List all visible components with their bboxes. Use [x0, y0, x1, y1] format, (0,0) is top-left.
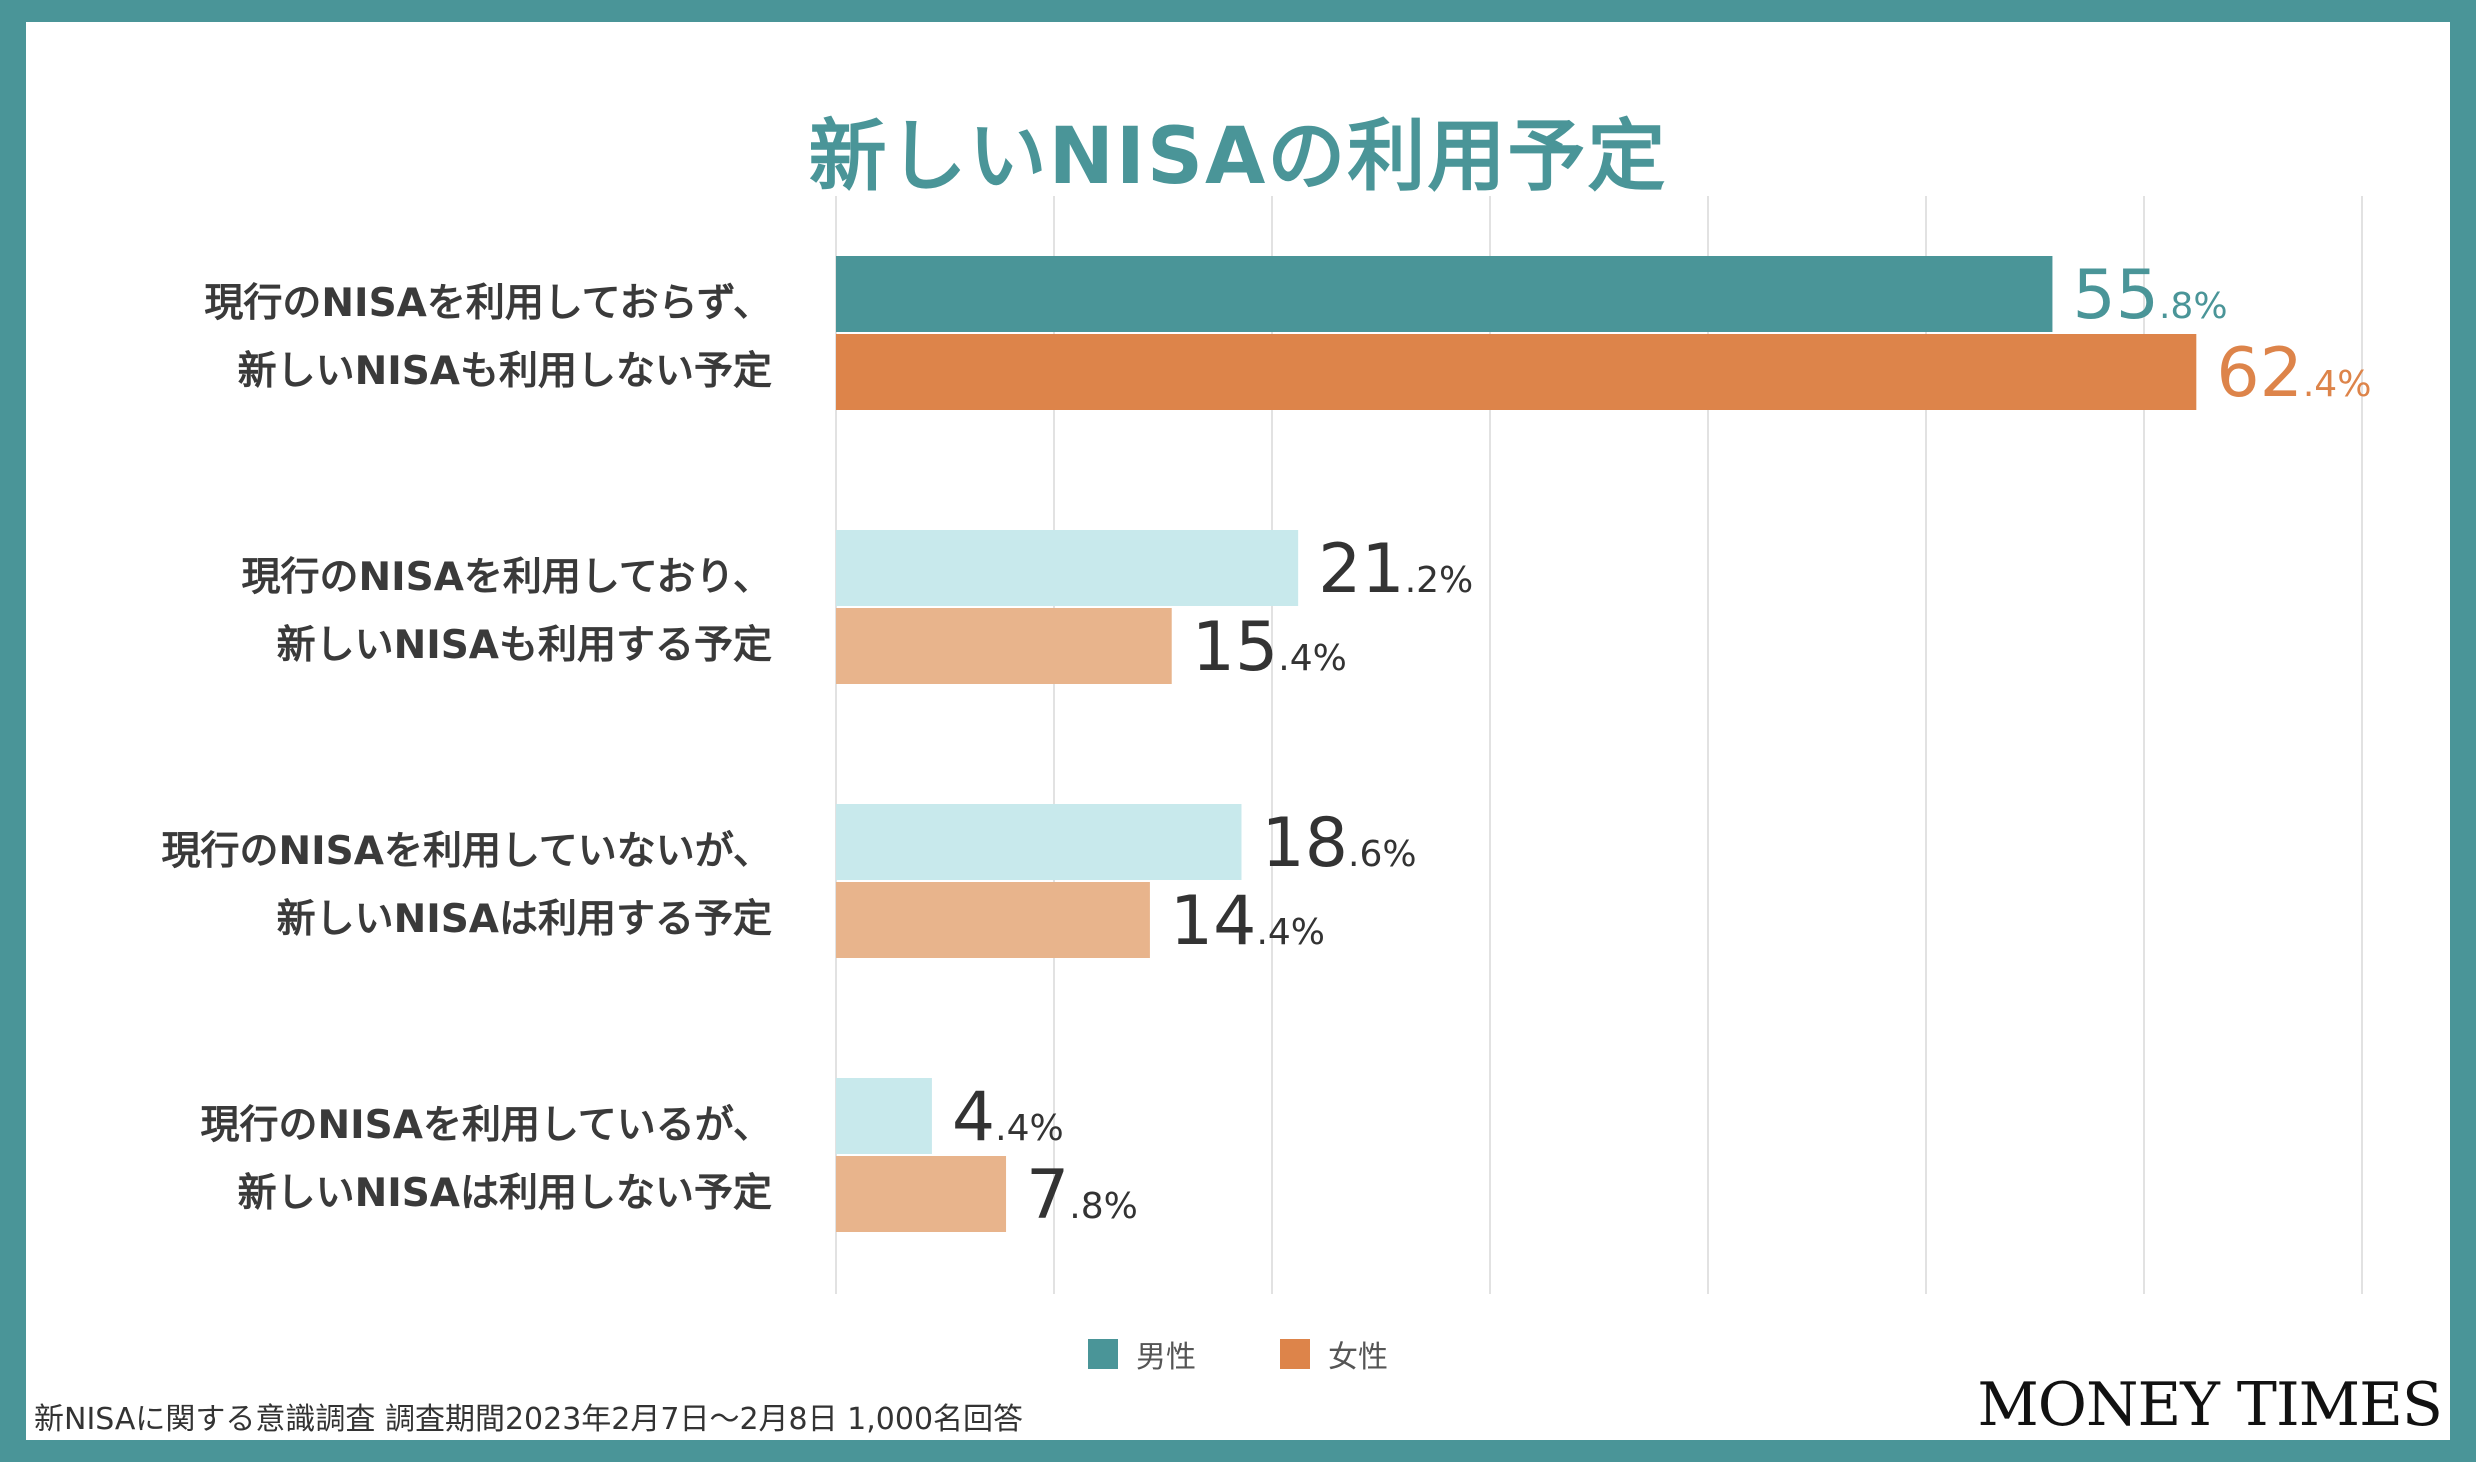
legend-swatch-female	[1280, 1339, 1310, 1369]
legend-swatch-male	[1088, 1339, 1118, 1369]
bar-female	[836, 334, 2197, 410]
legend-item-male: 男性	[1088, 1332, 1196, 1376]
bar-female	[836, 882, 1150, 958]
data-label: 14.4%	[1170, 882, 1325, 961]
data-label: 15.4%	[1192, 608, 1347, 687]
data-label: 18.6%	[1261, 804, 1416, 883]
category-label: 現行のNISAを利用しているが、新しいNISAは利用しない予定	[201, 1103, 772, 1216]
category-label: 現行のNISAを利用していないが、新しいNISAは利用する予定	[162, 829, 772, 942]
data-label: 4.4%	[952, 1078, 1064, 1157]
category-label: 現行のNISAを利用しており、新しいNISAも利用する予定	[241, 555, 772, 668]
bar-male	[836, 1078, 932, 1154]
data-label: 62.4%	[2216, 334, 2371, 413]
legend-item-female: 女性	[1280, 1332, 1388, 1376]
bar-male	[836, 256, 2053, 332]
data-label: 55.8%	[2072, 256, 2227, 335]
brand-logo: MONEY TIMES	[1977, 1370, 2443, 1440]
data-label: 7.8%	[1026, 1156, 1138, 1235]
chart-card: 新しいNISAの利用予定 現行のNISAを利用しておらず、新しいNISAも利用し…	[26, 22, 2450, 1440]
legend: 男性 女性	[26, 1332, 2450, 1376]
bar-female	[836, 608, 1172, 684]
bar-male	[836, 530, 1299, 606]
category-label: 現行のNISAを利用しておらず、新しいNISAも利用しない予定	[204, 281, 772, 394]
legend-label-male: 男性	[1136, 1340, 1196, 1375]
bar-male	[836, 804, 1242, 880]
bar-female	[836, 1156, 1007, 1232]
data-label: 21.2%	[1318, 530, 1473, 609]
legend-label-female: 女性	[1328, 1340, 1388, 1375]
survey-footnote: 新NISAに関する意識調査 調査期間2023年2月7日〜2月8日 1,000名回…	[34, 1402, 1024, 1437]
chart-title: 新しいNISAの利用予定	[808, 112, 1668, 202]
bar-chart: 現行のNISAを利用しておらず、新しいNISAも利用しない予定 55.8%62.4…	[162, 196, 2371, 1294]
